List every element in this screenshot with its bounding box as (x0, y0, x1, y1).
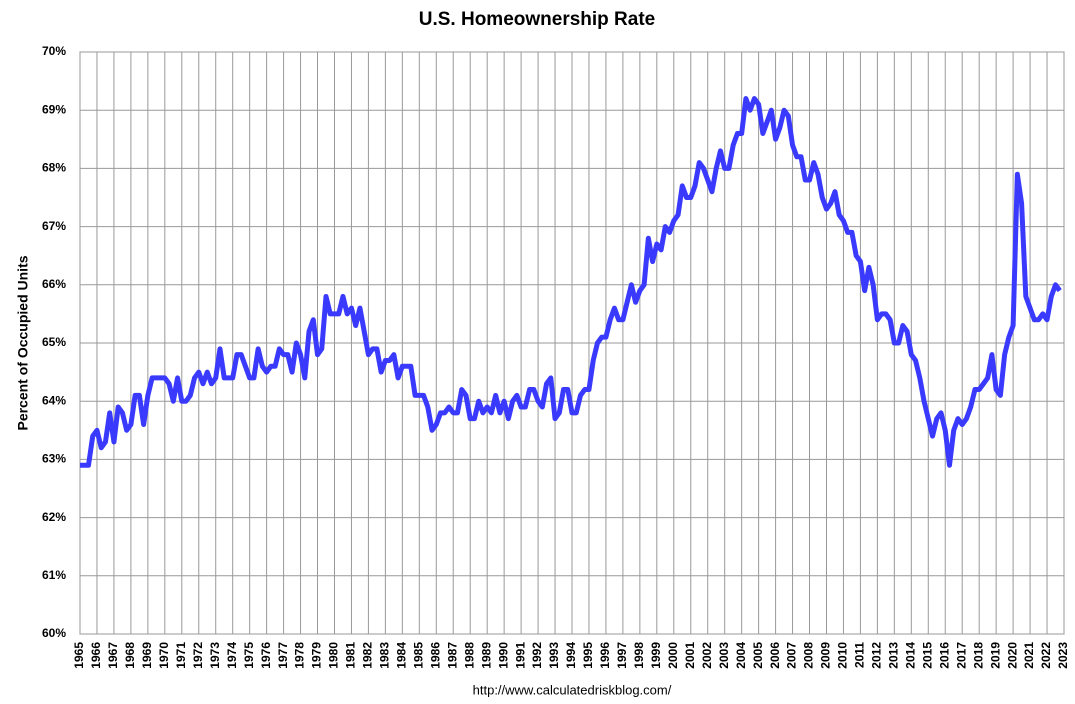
x-tick-label: 2011 (853, 642, 867, 668)
x-tick-label: 2010 (836, 642, 850, 669)
x-tick-label: 2016 (937, 642, 951, 669)
x-tick-label: 1969 (140, 642, 154, 669)
x-tick-label: 1977 (276, 642, 290, 669)
x-tick-label: 2022 (1039, 642, 1053, 669)
x-tick-label: 1973 (208, 642, 222, 669)
x-tick-label: 1996 (598, 642, 612, 669)
x-tick-label: 1971 (174, 642, 188, 669)
x-tick-label: 1975 (242, 642, 256, 669)
y-tick-label: 61% (42, 568, 66, 582)
x-tick-label: 1998 (632, 642, 646, 669)
data-line (80, 96, 1062, 468)
y-tick-label: 63% (42, 452, 66, 466)
chart-title: U.S. Homeownership Rate (419, 9, 656, 30)
x-tick-label: 2019 (988, 642, 1002, 669)
x-tick-label: 1995 (581, 642, 595, 669)
x-tick-label: 2014 (903, 642, 917, 669)
x-tick-label: 1974 (225, 642, 239, 669)
x-tick-label: 2003 (717, 642, 731, 669)
x-tick-label: 1978 (293, 642, 307, 669)
y-tick-label: 64% (42, 393, 66, 407)
y-tick-label: 65% (42, 335, 66, 349)
x-tick-label: 1990 (496, 642, 510, 669)
x-tick-label: 1980 (327, 642, 341, 669)
x-tick-label: 1983 (378, 642, 392, 669)
y-tick-label: 69% (42, 102, 66, 116)
x-tick-label: 2009 (819, 642, 833, 669)
y-tick-label: 62% (42, 510, 66, 524)
x-tick-label: 1991 (513, 642, 527, 669)
x-tick-label: 1965 (72, 642, 86, 669)
x-tick-label: 1994 (564, 642, 578, 669)
x-tick-label: 2001 (683, 642, 697, 669)
x-tick-label: 1987 (445, 642, 459, 669)
y-axis-label: Percent of Occupied Units (15, 255, 31, 430)
x-tick-label: 1967 (106, 642, 120, 669)
source: http://www.calculatedriskblog.com/ (473, 682, 672, 697)
x-tick-label: 2004 (734, 642, 748, 669)
x-tick-label: 1993 (547, 642, 561, 669)
x-tick-label: 2023 (1056, 642, 1070, 669)
y-tick-label: 66% (42, 277, 66, 291)
x-tick-label: 1984 (395, 642, 409, 669)
x-tick-label: 1982 (361, 642, 375, 669)
x-tick-label: 2013 (887, 642, 901, 669)
x-tick-label: 1985 (411, 642, 425, 669)
x-tick-label: 2018 (971, 642, 985, 669)
x-tick-label: 2002 (700, 642, 714, 669)
x-tick-label: 2012 (870, 642, 884, 669)
x-tick-label: 2020 (1005, 642, 1019, 669)
x-tick-label: 1986 (428, 642, 442, 669)
x-tick-label: 2007 (785, 642, 799, 669)
x-tick-label: 1981 (344, 642, 358, 669)
x-tick-label: 2017 (954, 642, 968, 669)
x-tick-label: 2021 (1022, 642, 1036, 669)
x-tick-label: 1976 (259, 642, 273, 669)
y-tick-label: 68% (42, 161, 66, 175)
x-tick-label: 1966 (89, 642, 103, 669)
x-tick-label: 1989 (479, 642, 493, 669)
x-tick-label: 1992 (530, 642, 544, 669)
x-tick-label: 1999 (649, 642, 663, 669)
x-tick-label: 2008 (802, 642, 816, 669)
x-tick-label: 1979 (310, 642, 324, 669)
x-tick-label: 1968 (123, 642, 137, 669)
x-tick-label: 1972 (191, 642, 205, 669)
y-tick-label: 70% (42, 44, 66, 58)
x-tick-label: 1997 (615, 642, 629, 669)
x-tick-label: 2000 (666, 642, 680, 669)
x-tick-label: 2015 (920, 642, 934, 669)
x-tick-label: 2006 (768, 642, 782, 669)
x-tick-label: 1970 (157, 642, 171, 669)
y-tick-label: 67% (42, 219, 66, 233)
x-tick-label: 1988 (462, 642, 476, 669)
x-tick-label: 2005 (751, 642, 765, 669)
y-tick-label: 60% (42, 626, 66, 640)
